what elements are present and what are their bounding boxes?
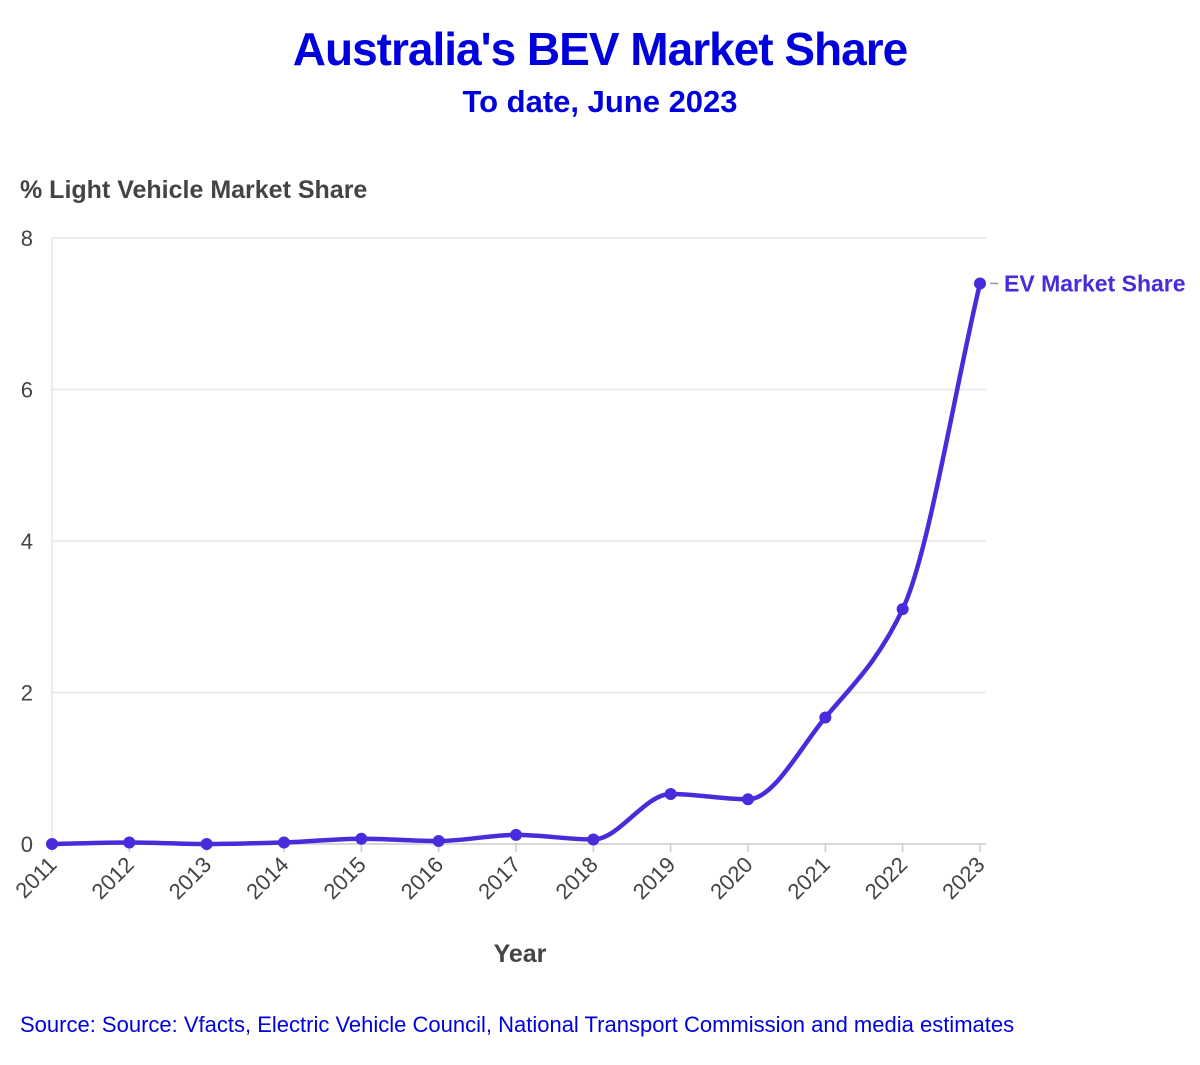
- data-point-2011[interactable]: [46, 838, 58, 850]
- data-point-2016[interactable]: [432, 834, 445, 847]
- y-ticks: 0 2 4 6 8: [21, 226, 33, 857]
- x-tick-label: 2017: [473, 852, 525, 904]
- data-point-2017[interactable]: [510, 828, 522, 841]
- data-point-2018[interactable]: [587, 833, 600, 846]
- data-point-2019[interactable]: [664, 788, 677, 801]
- data-point-2023[interactable]: [974, 277, 986, 290]
- data-point-2012[interactable]: [123, 836, 136, 849]
- series-line: [49, 281, 983, 847]
- data-point-2020[interactable]: [742, 793, 754, 806]
- series: EV Market Share: [46, 270, 1186, 850]
- data-point-2022[interactable]: [896, 603, 909, 616]
- y-tick-label: 0: [21, 832, 33, 857]
- y-tick-label: 4: [21, 529, 33, 554]
- x-tick-label: 2016: [396, 852, 448, 904]
- data-point-2021[interactable]: [819, 711, 832, 724]
- x-tick-label: 2011: [10, 852, 61, 903]
- x-tick-label: 2015: [319, 852, 371, 904]
- x-tick-label: 2019: [628, 852, 680, 904]
- x-ticks: 2011 2012 2013 2014 2015 2016 2017 2018 2019 2020…: [10, 844, 990, 904]
- x-tick-label: 2023: [937, 852, 989, 904]
- x-tick-label: 2014: [241, 852, 293, 904]
- gridlines: [52, 237, 986, 694]
- x-tick-label: 2018: [551, 852, 603, 904]
- x-tick-label: 2013: [164, 852, 216, 904]
- chart-subtitle: To date, June 2023: [462, 84, 738, 119]
- x-tick-label: 2022: [860, 852, 912, 904]
- data-point-2014[interactable]: [278, 836, 290, 849]
- x-tick-label: 2021: [783, 852, 835, 904]
- source-note: Source: Source: Vfacts, Electric Vehicle…: [20, 1012, 1015, 1037]
- x-tick-label: 2020: [705, 852, 757, 904]
- y-tick-label: 8: [21, 226, 33, 251]
- x-axis-label: Year: [493, 940, 547, 968]
- data-point-2013[interactable]: [200, 838, 213, 850]
- chart-title: Australia's BEV Market Share: [292, 23, 908, 75]
- y-tick-label: 6: [21, 378, 33, 403]
- x-tick-label: 2012: [87, 852, 139, 904]
- y-axis-label: % Light Vehicle Market Share: [20, 176, 368, 204]
- data-point-2015[interactable]: [355, 832, 368, 845]
- series-label: EV Market Share: [1004, 270, 1186, 296]
- y-tick-label: 2: [21, 681, 33, 706]
